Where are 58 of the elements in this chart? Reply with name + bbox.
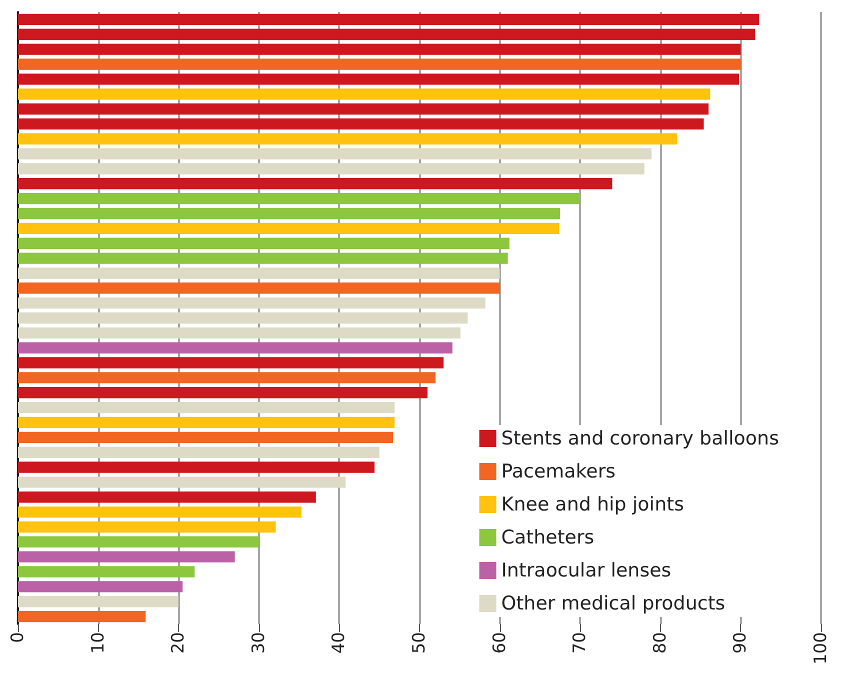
legend-label: Stents and coronary balloons — [501, 428, 780, 450]
x-tick-label: 10 — [88, 632, 108, 654]
x-tick-label: 90 — [730, 632, 751, 654]
bar — [18, 148, 652, 160]
x-tick-label: 30 — [248, 632, 269, 654]
x-tick-label: 80 — [650, 632, 670, 654]
bar — [18, 133, 678, 144]
bar — [18, 58, 741, 70]
bar — [18, 372, 436, 384]
bar — [18, 88, 710, 100]
x-tick-label: 40 — [329, 632, 350, 654]
bar — [18, 14, 760, 26]
bar — [18, 28, 756, 40]
legend-label: Pacemakers — [501, 460, 616, 482]
bar — [18, 178, 612, 190]
bar — [18, 238, 510, 249]
legend-label: Knee and hip joints — [501, 494, 684, 516]
bar — [18, 476, 346, 488]
bar — [18, 551, 235, 562]
bar — [18, 282, 500, 294]
bar — [18, 521, 276, 533]
bar — [18, 387, 428, 398]
bar — [18, 357, 444, 368]
bar — [18, 103, 709, 115]
legend-label: Other medical products — [501, 592, 726, 614]
bar — [18, 297, 486, 309]
bar — [18, 222, 560, 234]
bar — [18, 416, 395, 428]
bar — [18, 536, 259, 548]
legend-label: Catheters — [501, 526, 594, 548]
bar — [18, 596, 179, 608]
bar — [18, 208, 560, 220]
bar — [18, 312, 468, 324]
bar — [18, 44, 741, 55]
bar — [18, 268, 500, 279]
bar — [18, 118, 704, 130]
bar — [18, 446, 380, 458]
bar — [18, 566, 195, 578]
legend-label: Intraocular lenses — [501, 560, 672, 582]
bar — [18, 342, 452, 354]
x-tick-label: 60 — [490, 632, 510, 654]
bar — [18, 402, 395, 414]
bar — [18, 610, 146, 622]
x-tick-label: 100 — [811, 632, 831, 664]
bar — [18, 327, 460, 339]
x-tick-label: 20 — [168, 632, 189, 654]
x-tick-label: 50 — [410, 632, 430, 654]
bar — [18, 492, 316, 503]
bar — [18, 432, 393, 444]
bar — [18, 581, 183, 592]
bar — [18, 506, 302, 518]
x-tick-label: 70 — [570, 632, 590, 654]
bar — [18, 163, 644, 174]
x-tick-label: 0 — [8, 632, 28, 643]
bar — [18, 462, 375, 473]
bar — [18, 74, 740, 85]
bar — [18, 252, 508, 264]
bar — [18, 192, 580, 204]
